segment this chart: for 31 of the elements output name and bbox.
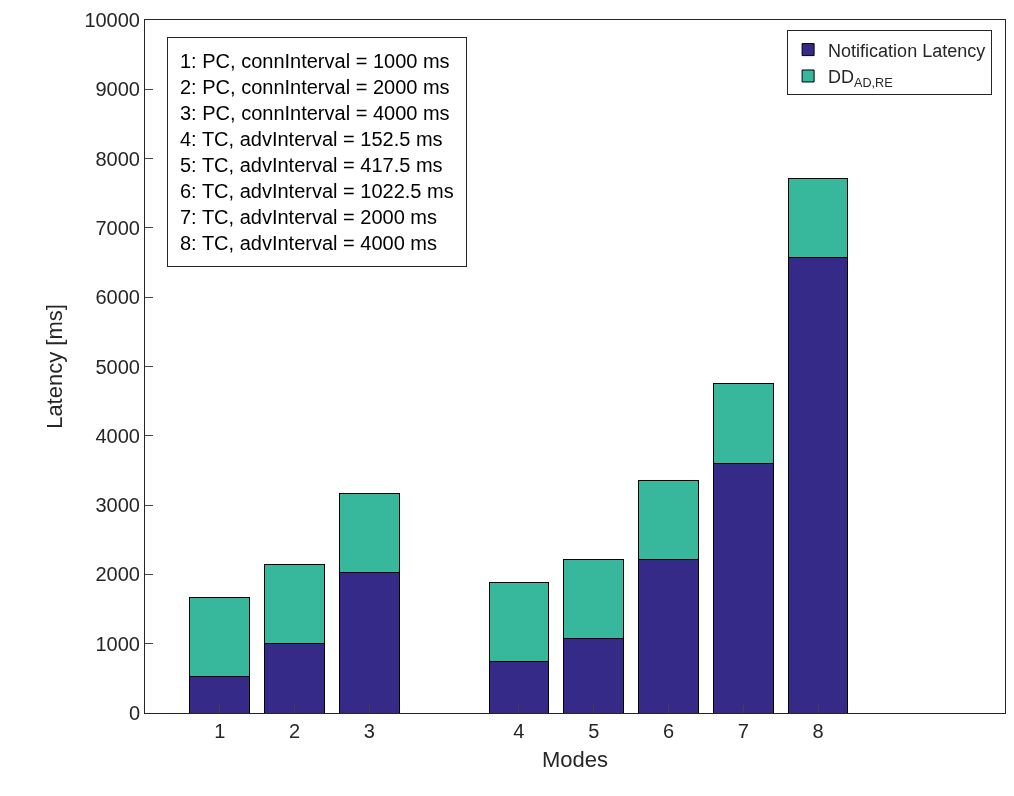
y-tick-label: 2000 [95,563,140,586]
x-tick-label: 6 [662,720,675,742]
annotation: 3: PC, connInterval = 4000 ms [180,102,450,124]
annotation: 7: TC, advInterval = 2000 ms [180,206,437,228]
annotation: 2: PC, connInterval = 2000 ms [180,76,450,98]
y-axis-title: Latency [ms] [42,304,68,429]
x-tick-label: 8 [812,720,824,742]
x-tick-label: 2 [289,720,301,742]
x-tick-label: 3 [363,720,375,742]
legend-label: Notification Latency [828,40,986,61]
x-tick-label: 1 [214,720,226,742]
y-tick-label: 4000 [95,424,140,447]
y-tick-label: 10000 [84,9,140,31]
annotation: 1: PC, connInterval = 1000 ms [180,50,450,72]
x-tick-label: 4 [513,720,525,742]
y-tick-label: 1000 [95,632,140,655]
y-tick-label: 7000 [95,216,140,239]
x-axis-title: Modes [541,746,609,772]
y-tick-label: 9000 [95,78,140,101]
y-tick-label: 6000 [95,286,140,309]
y-tick-label: 0 [128,702,140,724]
x-tick-label: 7 [737,720,749,742]
annotation: 6: TC, advInterval = 1022.5 ms [180,180,454,202]
y-tick-label: 8000 [95,147,140,170]
legend-label: DD$_{AD,RE}$ [828,67,893,90]
x-tick-label: 5 [588,720,600,742]
annotation: 5: TC, advInterval = 417.5 ms [180,154,443,176]
annotation: 4: TC, advInterval = 152.5 ms [180,128,443,150]
y-tick-label: 3000 [95,494,140,517]
y-tick-label: 5000 [95,355,140,378]
annotation: 8: TC, advInterval = 4000 ms [180,232,437,254]
